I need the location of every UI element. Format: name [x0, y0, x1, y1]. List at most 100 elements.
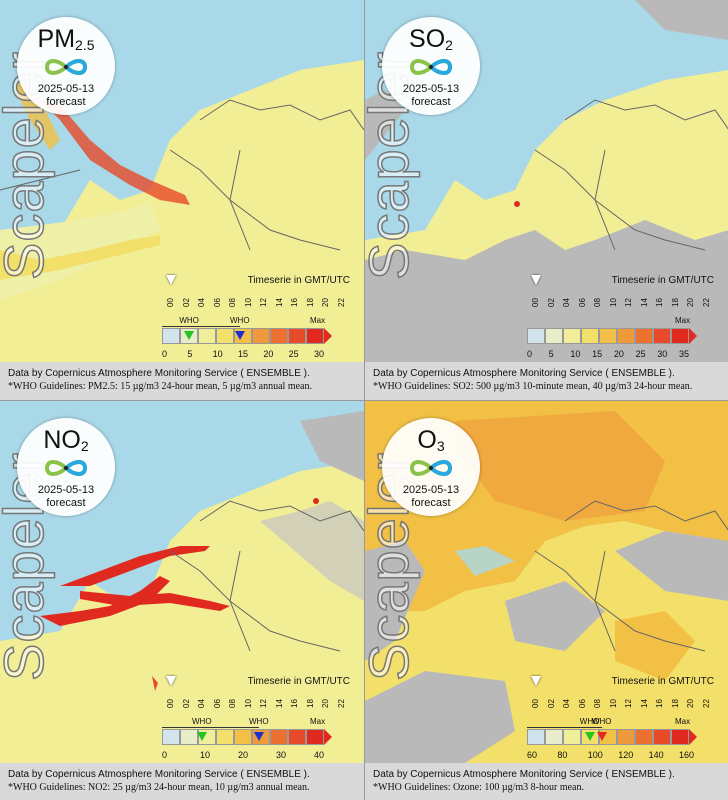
map-o3	[365, 401, 728, 763]
who-marker-icon	[197, 732, 207, 741]
color-cell	[234, 729, 252, 745]
max-label: Max	[310, 717, 326, 726]
infinity-logo-icon	[44, 59, 88, 75]
color-cell	[216, 729, 234, 745]
time-tick: 14	[274, 699, 284, 708]
color-cell	[671, 729, 689, 745]
scale-label: 10	[570, 349, 581, 359]
panel-o3: Scapeler O3 2025-05-13 forecast Timeseri…	[364, 400, 728, 800]
who-label: WHO	[192, 717, 212, 726]
color-cell	[635, 729, 653, 745]
time-tick: 16	[655, 699, 664, 708]
who-marker-icon	[584, 732, 595, 741]
color-cell	[216, 328, 234, 344]
time-tick: 02	[181, 298, 191, 307]
time-tick: 18	[670, 298, 680, 307]
time-tick: 14	[274, 298, 284, 307]
timeseries-label: Timeserie in GMT/UTC	[247, 676, 350, 687]
timeseries-label: Timeserie in GMT/UTC	[611, 275, 714, 286]
color-cell	[288, 328, 306, 344]
who-label: WHO	[230, 316, 250, 325]
time-tick: 20	[321, 298, 330, 307]
credit-text: Data by Copernicus Atmosphere Monitoring…	[373, 368, 675, 379]
time-tick: 00	[166, 298, 175, 307]
scale-label: 20	[613, 349, 624, 359]
time-tick: 04	[197, 699, 206, 708]
color-cell	[527, 328, 545, 344]
panel-no2: Scapeler NO2 2025-05-13 forecast Timeser…	[0, 400, 364, 800]
footer: Data by Copernicus Atmosphere Monitoring…	[365, 763, 728, 800]
scale-label: 0	[527, 349, 533, 359]
who-label: WHO	[179, 316, 199, 325]
current-time-marker	[531, 676, 541, 686]
panel-so2: Scapeler SO2 2025-05-13 forecast Timeser…	[364, 0, 728, 400]
scale-label: 15	[592, 349, 603, 359]
forecast-label: forecast	[46, 497, 86, 509]
who-marker-icon	[235, 331, 245, 340]
time-tick: 04	[562, 699, 571, 708]
scale-label: 35	[679, 349, 690, 359]
forecast-date: 2025-05-13	[37, 484, 95, 496]
max-arrow-icon	[689, 328, 697, 344]
current-time-marker	[166, 676, 176, 686]
time-ticks: 00 02 04 06 08 10 12 14 16 18 20 22	[162, 676, 358, 716]
color-cell	[180, 729, 198, 745]
time-tick: 16	[655, 298, 664, 307]
scale-label: 0	[162, 750, 168, 760]
pollutant-badge: PM2.5 2025-05-13 forecast	[17, 17, 115, 115]
color-cell	[581, 328, 599, 344]
scale-label: 5	[187, 349, 193, 359]
current-time-marker	[166, 275, 176, 285]
forecast-date: 2025-05-13	[402, 484, 460, 496]
who-label: WHO	[249, 717, 269, 726]
time-tick: 08	[228, 699, 237, 708]
current-time-marker	[531, 275, 541, 285]
time-tick: 20	[686, 298, 695, 307]
time-tick: 16	[290, 699, 299, 708]
scale-label: 25	[635, 349, 646, 359]
time-tick: 18	[670, 699, 680, 708]
forecast-date: 2025-05-13	[37, 83, 95, 95]
time-tick: 12	[259, 699, 268, 708]
color-cell	[671, 328, 689, 344]
color-bar	[527, 328, 689, 344]
time-tick: 12	[624, 699, 633, 708]
pollutant-title: NO2	[43, 426, 89, 454]
time-tick: 10	[608, 699, 618, 708]
panel-pm25: Scapeler PM2.5 2025-05-13 forecast Times…	[0, 0, 364, 400]
who-marker-icon	[184, 331, 195, 340]
time-tick: 04	[562, 298, 571, 307]
max-label: Max	[310, 316, 326, 325]
footer: Data by Copernicus Atmosphere Monitoring…	[0, 763, 364, 800]
time-tick: 08	[228, 298, 237, 307]
timeseries-label: Timeserie in GMT/UTC	[611, 676, 714, 687]
color-cell	[162, 328, 180, 344]
pollutant-title: SO2	[409, 25, 453, 53]
scale-label: 10	[200, 750, 211, 760]
pollutant-badge: SO2 2025-05-13 forecast	[382, 17, 480, 115]
color-cell	[617, 328, 635, 344]
infinity-logo-icon	[409, 460, 453, 476]
color-cell	[270, 729, 288, 745]
color-scale: Max 0 5 10 15 20 25 30 35	[525, 316, 721, 362]
color-bar	[527, 729, 689, 745]
time-tick: 00	[531, 699, 540, 708]
time-tick: 18	[305, 699, 315, 708]
scale-label: 15	[238, 349, 249, 359]
pollutant-title: O3	[417, 426, 445, 454]
time-tick: 00	[531, 298, 540, 307]
infinity-logo-icon	[409, 59, 453, 75]
time-tick: 12	[624, 298, 633, 307]
forecast-label: forecast	[411, 96, 451, 108]
scale-label: 60	[527, 750, 538, 760]
time-tick: 20	[686, 699, 695, 708]
color-cell	[288, 729, 306, 745]
time-tick: 06	[212, 699, 222, 708]
scale-label: 80	[557, 750, 568, 760]
footer: Data by Copernicus Atmosphere Monitoring…	[0, 362, 364, 400]
map-pm25	[0, 0, 364, 362]
who-guidelines: *WHO Guidelines: SO2: 500 µg/m3 10-minut…	[373, 381, 693, 392]
who-line	[162, 326, 240, 327]
who-marker-icon	[596, 732, 607, 741]
time-tick: 18	[305, 298, 315, 307]
